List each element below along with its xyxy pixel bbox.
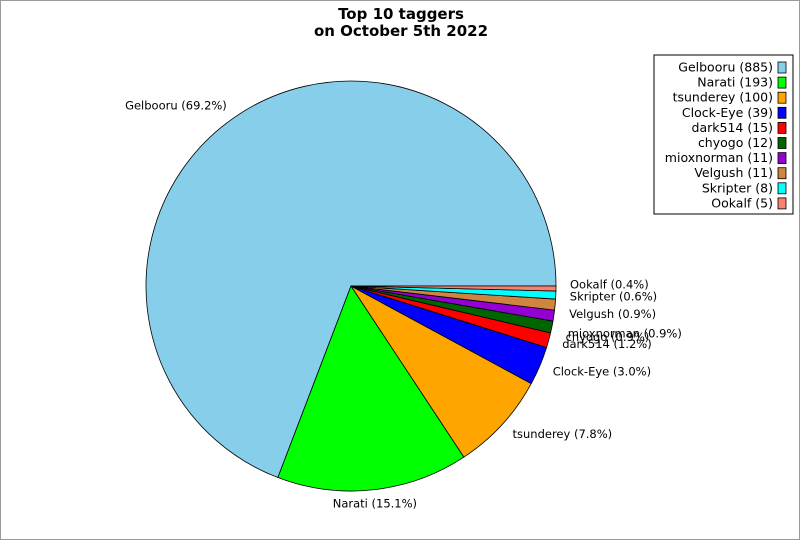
- chart-title-line-1: Top 10 taggers: [338, 5, 464, 23]
- pie-label-clock-eye: Clock-Eye (3.0%): [553, 364, 651, 378]
- pie-slice-tsunderey: [350, 285, 532, 458]
- pie-label-gelbooru: Gelbooru (69.2%): [125, 99, 227, 113]
- pie-label-chyogo: chyogo (0.9%): [566, 330, 650, 344]
- chart-title-line-2: on October 5th 2022: [314, 22, 488, 40]
- legend-label-mioxnorman: mioxnorman (11): [665, 150, 773, 165]
- legend-swatch-narati: [777, 76, 787, 89]
- legend: Gelbooru (885)Narati (193)tsunderey (100…: [653, 54, 794, 215]
- pie-slice-narati: [277, 285, 465, 492]
- pie-label-dark514: dark514 (1.2%): [562, 337, 652, 351]
- pie-slices: [145, 80, 557, 492]
- legend-swatch-ookalf: [777, 197, 787, 210]
- legend-swatch-skripter: [777, 182, 787, 195]
- pie-slice-ookalf: [350, 285, 557, 292]
- legend-swatch-gelbooru: [777, 61, 787, 74]
- legend-label-chyogo: chyogo (12): [698, 135, 773, 150]
- legend-label-dark514: dark514 (15): [692, 120, 773, 135]
- legend-swatch-velgush: [777, 167, 787, 180]
- pie-labels: Gelbooru (69.2%) Narati (15.1%) tsunderey …: [125, 99, 682, 511]
- pie-label-ookalf: Ookalf (0.4%): [570, 278, 649, 292]
- legend-swatch-clock-eye: [777, 106, 787, 119]
- legend-swatch-tsunderey: [777, 91, 787, 104]
- legend-swatch-mioxnorman: [777, 152, 787, 165]
- pie-label-tsunderey: tsunderey (7.8%): [513, 427, 613, 441]
- pie-label-mioxnorman: mioxnorman (0.9%): [568, 327, 682, 341]
- legend-swatch-chyogo: [777, 137, 787, 149]
- legend-box: [653, 54, 794, 215]
- pie-label-narati: Narati (15.1%): [333, 497, 417, 511]
- legend-label-velgush: Velgush (11): [694, 165, 773, 180]
- pie-label-velgush: Velgush (0.9%): [569, 307, 656, 321]
- legend-label-clock-eye: Clock-Eye (39): [682, 105, 773, 120]
- legend-label-gelbooru: Gelbooru (885): [678, 60, 773, 75]
- legend-label-narati: Narati (193): [697, 75, 773, 90]
- legend-label-tsunderey: tsunderey (100): [673, 90, 773, 105]
- legend-label-skripter: Skripter (8): [702, 180, 773, 195]
- pie-label-skripter: Skripter (0.6%): [570, 290, 657, 304]
- legend-label-ookalf: Ookalf (5): [711, 195, 773, 210]
- legend-swatch-dark514: [777, 122, 787, 134]
- pie-slice-gelbooru: [145, 80, 557, 479]
